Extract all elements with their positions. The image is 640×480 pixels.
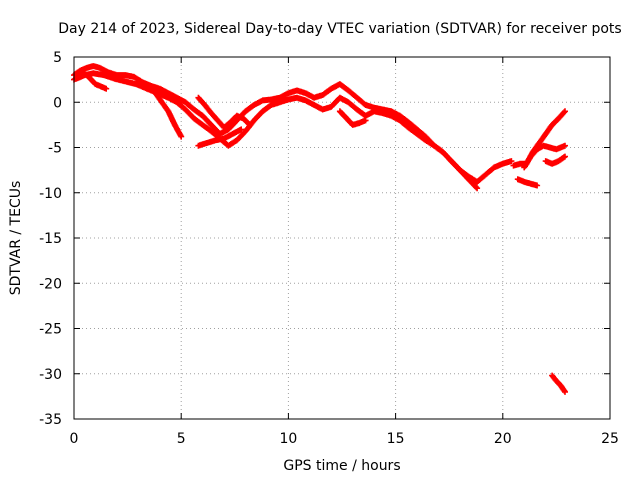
series-track-e: [195, 94, 253, 131]
data-points: [71, 63, 568, 395]
series-markers: [514, 176, 541, 189]
series-track-j: [514, 176, 541, 189]
x-axis-label: GPS time / hours: [283, 458, 400, 474]
series-track-k: [542, 153, 568, 167]
series-track-l: [549, 372, 568, 395]
x-tick-label: 10: [279, 431, 297, 447]
y-tick-label: -5: [48, 141, 62, 157]
x-tick-label: 25: [601, 431, 619, 447]
axis-ticks: [73, 56, 611, 420]
y-tick-label: 0: [53, 95, 62, 111]
y-axis-label: SDTVAR / TECUs: [8, 181, 24, 296]
y-tick-label: -15: [39, 231, 62, 247]
series-markers: [336, 108, 369, 128]
series-markers: [195, 94, 253, 131]
series-markers: [71, 63, 515, 185]
y-tick-label: -25: [39, 322, 62, 338]
grid: [74, 57, 610, 419]
y-tick-label: -20: [39, 276, 62, 292]
x-tick-labels: 0 5 10 15 20 25: [70, 431, 619, 447]
x-tick-label: 20: [494, 431, 512, 447]
series-markers: [152, 90, 185, 140]
series-markers: [521, 142, 568, 171]
series-track-a: [71, 63, 515, 185]
series-track-g: [336, 108, 369, 128]
series-track-d: [152, 90, 185, 140]
y-tick-labels: 5 0 -5 -10 -15 -20 -25 -30 -35: [39, 50, 62, 428]
series-track-f: [195, 126, 245, 149]
series-markers: [549, 372, 568, 395]
y-tick-label: -10: [39, 186, 62, 202]
x-tick-label: 5: [177, 431, 186, 447]
chart-title: Day 214 of 2023, Sidereal Day-to-day VTE…: [58, 21, 621, 37]
x-tick-label: 15: [387, 431, 405, 447]
y-tick-label: 5: [53, 50, 62, 66]
y-tick-label: -30: [39, 367, 62, 383]
series-markers: [542, 153, 568, 167]
x-tick-label: 0: [70, 431, 79, 447]
series-track-i: [521, 142, 568, 171]
series-markers: [195, 126, 245, 149]
y-tick-label: -35: [39, 412, 62, 428]
